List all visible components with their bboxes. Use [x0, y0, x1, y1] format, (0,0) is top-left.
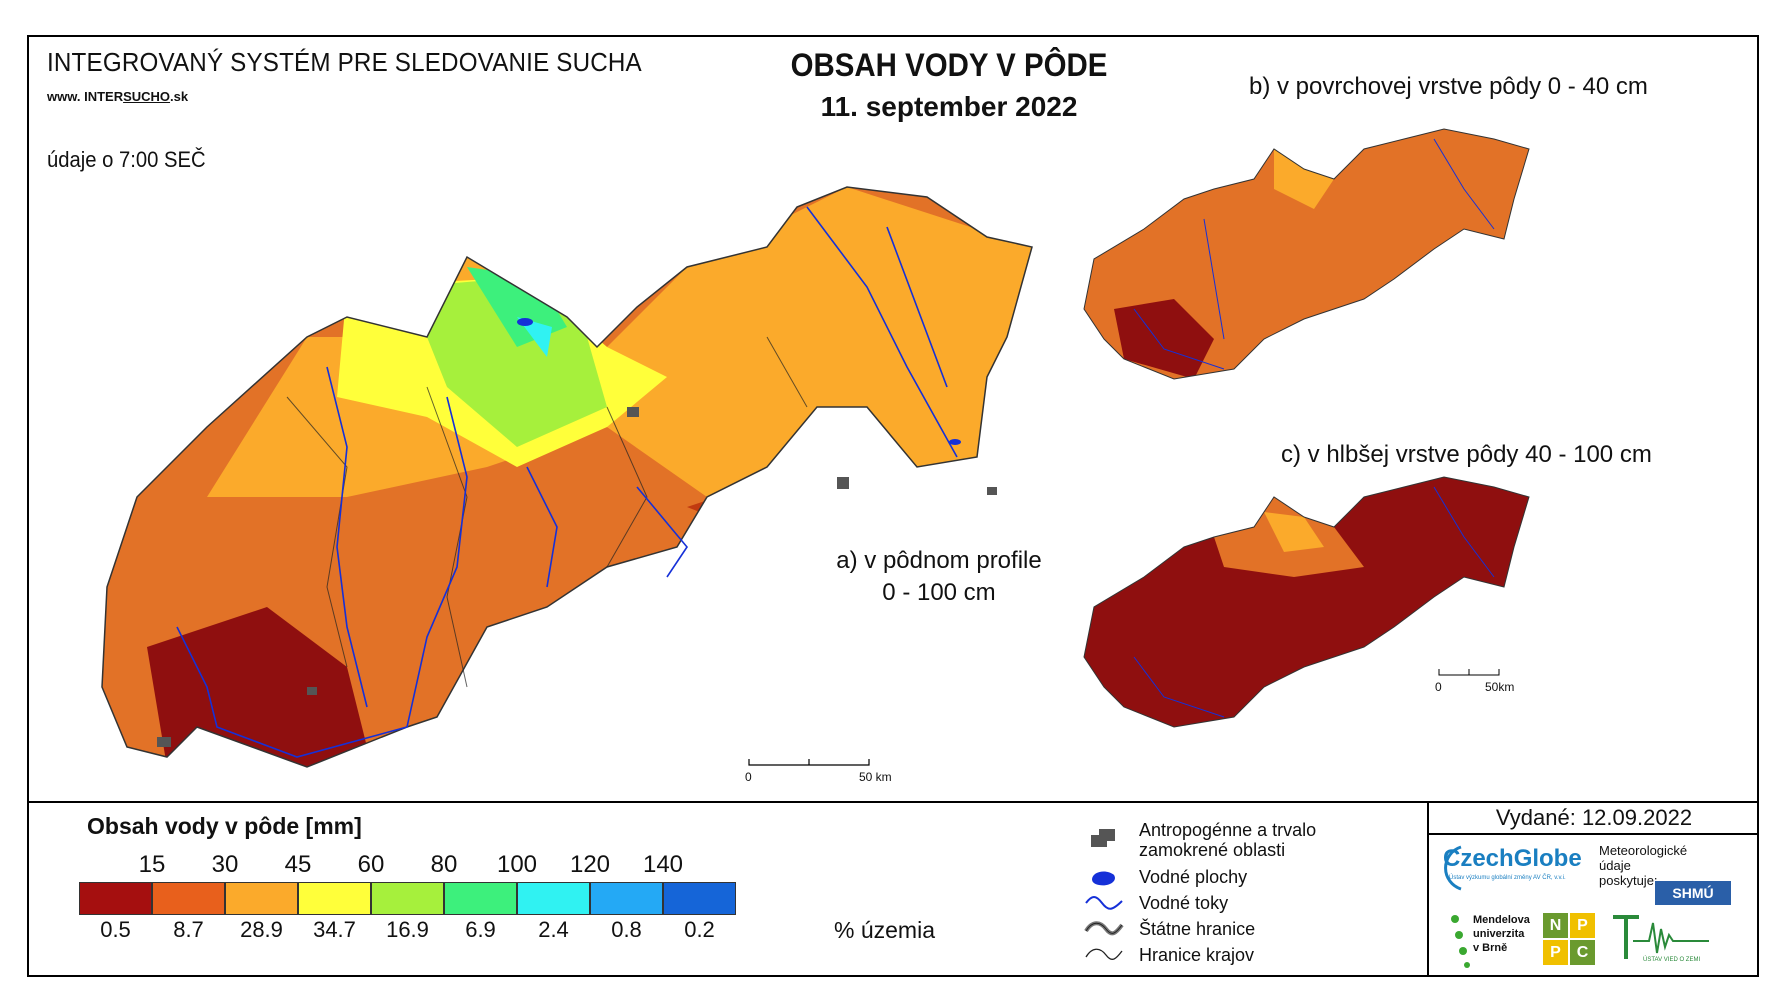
legend-percentage: 16.9 — [386, 917, 429, 942]
legend-swatch — [663, 882, 736, 915]
legend-percentage: 0.2 — [684, 917, 715, 942]
region-border-icon — [1085, 948, 1123, 960]
water-body-icon — [1092, 871, 1115, 886]
legend-swatch — [298, 882, 371, 915]
legend-threshold: 100 — [496, 851, 538, 878]
legend-percentage: 8.7 — [173, 917, 204, 942]
key-region-borders: Hranice krajov — [1139, 945, 1255, 965]
legend-percent-unit: % územia — [834, 917, 935, 943]
system-title: INTEGROVANÝ SYSTÉM PRE SLEDOVANIE SUCHA — [47, 47, 642, 77]
scale-bar-end: 50 km — [859, 770, 892, 784]
legend-percentage: 28.9 — [240, 917, 283, 942]
key-state-borders: Štátne hranice — [1139, 919, 1256, 939]
panel-b-label: b) v povrchovej vrstve pôdy 0 - 40 cm — [1249, 73, 1648, 100]
small-scale-end: 50km — [1485, 680, 1515, 694]
anthropogenic-icon — [1091, 829, 1115, 847]
mendel-dots-icon — [1451, 915, 1470, 968]
legend-percentage: 2.4 — [538, 917, 569, 942]
legend-threshold: 120 — [569, 851, 611, 878]
legend-separator — [29, 801, 1757, 803]
legend-swatch — [152, 882, 225, 915]
legend-percentage: 6.9 — [465, 917, 496, 942]
main-soil-moisture-map — [101, 186, 1033, 768]
stream-icon — [1085, 896, 1123, 910]
key-streams: Vodné toky — [1139, 893, 1229, 913]
scale-bar-start: 0 — [745, 770, 752, 784]
legend-swatch — [225, 882, 298, 915]
panel-a-depth: 0 - 100 cm — [882, 579, 996, 606]
legend-threshold: 140 — [642, 851, 684, 878]
issued-panel: Vydané: 12.09.2022 CzechGlobe Ústav výzk… — [1427, 803, 1759, 975]
key-water-bodies: Vodné plochy — [1139, 867, 1248, 887]
deep-layer-map — [1083, 476, 1530, 728]
legend-percentage: 0.8 — [611, 917, 642, 942]
legend-threshold: 30 — [211, 851, 239, 878]
shmu-logo: SHMÚ — [1655, 881, 1731, 905]
met-data-provider: Meteorologické údaje poskytuje: — [1599, 843, 1688, 888]
issued-divider — [1429, 833, 1759, 835]
uvz-logo: ÚSTAV VIED O ZEMI — [1613, 915, 1709, 963]
main-scale-bar — [748, 759, 870, 766]
small-scale-bar — [1438, 669, 1500, 676]
state-border-icon — [1084, 921, 1124, 936]
mendel-university-logo: Mendelova univerzita v Brně — [1473, 914, 1530, 954]
czechglobe-logo-arc — [1444, 845, 1462, 891]
observation-time: údaje o 7:00 SEČ — [47, 147, 206, 172]
czechglobe-logo: CzechGlobe — [1443, 845, 1582, 872]
website-link[interactable]: www. INTERSUCHO.sk — [47, 89, 189, 104]
main-title: OBSAH VODY V PÔDE — [790, 47, 1108, 83]
small-scale-start: 0 — [1435, 680, 1442, 694]
panel-a-label: a) v pôdnom profile — [836, 547, 1042, 574]
legend-swatch — [590, 882, 663, 915]
map-date: 11. september 2022 — [820, 91, 1078, 122]
issued-date: Vydané: 12.09.2022 — [1495, 805, 1693, 830]
legend-swatch — [517, 882, 590, 915]
legend-swatch — [444, 882, 517, 915]
czechglobe-subtitle: Ústav výzkumu globální změny AV ČR, v.v.… — [1449, 875, 1566, 881]
nppc-logo: N P P C — [1543, 913, 1595, 965]
legend-threshold: 60 — [357, 851, 385, 878]
svg-text:ÚSTAV VIED O ZEMI: ÚSTAV VIED O ZEMI — [1643, 956, 1700, 963]
legend-swatch — [79, 882, 152, 915]
panel-c-label: c) v hlbšej vrstve pôdy 40 - 100 cm — [1281, 441, 1652, 468]
key-anthropogenic: Antropogénne a trvalo — [1139, 820, 1317, 840]
legend-percentage: 0.5 — [100, 917, 131, 942]
legend-threshold: 45 — [284, 851, 312, 878]
legend-percentage: 34.7 — [313, 917, 356, 942]
legend-title: Obsah vody v pôde [mm] — [87, 813, 362, 839]
legend-threshold: 15 — [138, 851, 166, 878]
surface-layer-map — [1083, 128, 1530, 380]
legend-swatch — [371, 882, 444, 915]
legend-threshold: 80 — [430, 851, 458, 878]
map-sheet: INTEGROVANÝ SYSTÉM PRE SLEDOVANIE SUCHA … — [27, 35, 1759, 977]
key-anthropogenic-2: zamokrené oblasti — [1139, 840, 1286, 860]
